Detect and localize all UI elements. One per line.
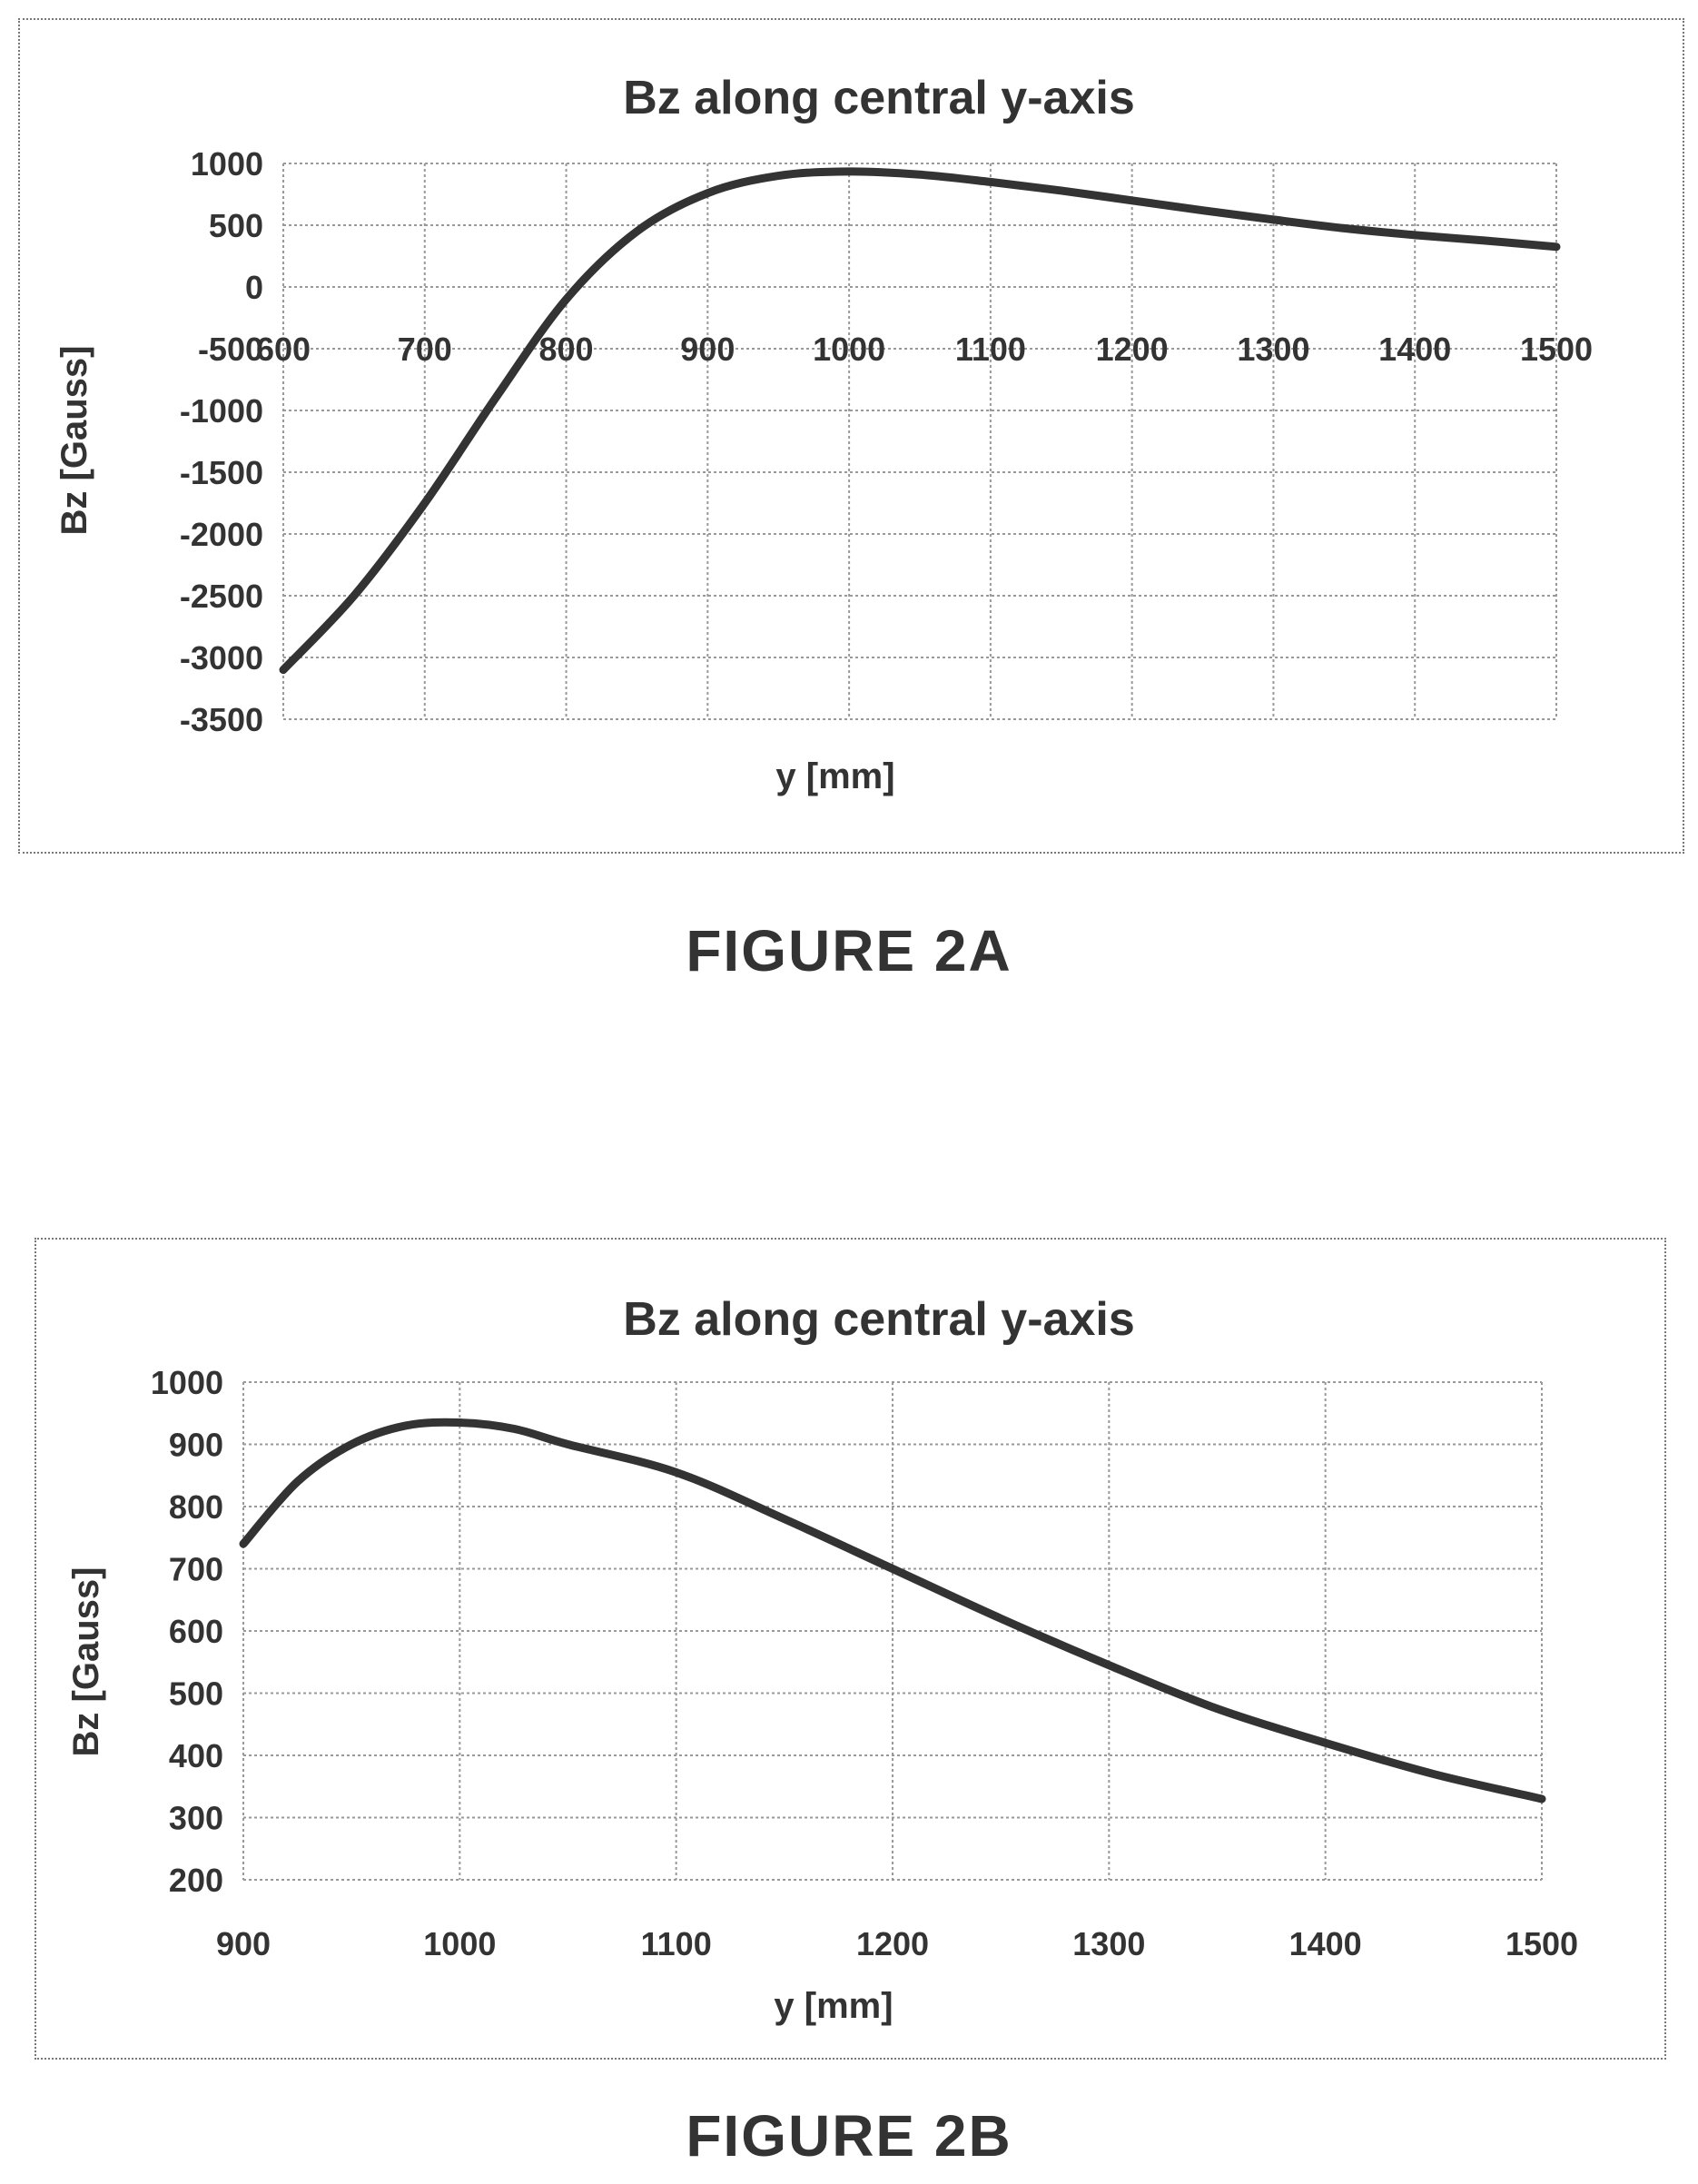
x-tick-label: 600 [256,331,311,368]
figure-2b-caption: FIGURE 2B [686,2103,1012,2169]
x-tick-label: 1300 [1237,331,1309,368]
y-tick-label: -2500 [180,578,263,615]
y-tick-label: -3500 [180,701,263,738]
x-tick-label: 800 [539,331,594,368]
y-tick-label: 400 [169,1737,223,1774]
x-tick-label: 1000 [813,331,885,368]
x-tick-label: 1400 [1378,331,1451,368]
x-tick-label: 1300 [1072,1925,1145,1962]
y-tick-label: -3000 [180,639,263,677]
x-tick-label: 900 [680,331,735,368]
y-tick-label: 600 [169,1613,223,1650]
y-tick-label: 700 [169,1551,223,1588]
x-tick-label: 1100 [955,331,1026,368]
figure-2a-caption: FIGURE 2A [686,918,1012,983]
x-tick-label: 1500 [1520,331,1593,368]
y-tick-label: -500 [198,331,263,368]
x-tick-label: 1000 [423,1925,496,1962]
chart-2a-x-ticks: 600 700 800 900 1000 1100 1200 1300 1400 1500 [256,331,1593,368]
chart-2b-grid [242,1381,1543,1881]
y-tick-label: 1000 [151,1364,223,1401]
y-tick-label: 500 [209,207,263,244]
y-tick-label: 0 [245,269,263,306]
chart-2b-ylabel: Bz [Gauss] [66,1567,106,1757]
chart-2a-grid [282,163,1557,720]
chart-2b: Bz along central y-axis y [mm] Bz [Gauss… [66,1293,1578,2026]
x-tick-label: 1100 [641,1925,712,1962]
x-tick-label: 1200 [856,1925,929,1962]
x-tick-label: 900 [216,1925,271,1962]
chart-2a-title: Bz along central y-axis [623,72,1135,124]
chart-frame-2a [18,18,1684,854]
chart-2b-series-line [239,1418,1546,1804]
chart-frame-2b [35,1238,1666,2060]
chart-2a-xlabel: y [mm] [775,756,894,796]
y-tick-label: 1000 [191,145,263,183]
chart-2b-x-ticks: 900 1000 1100 1200 1300 1400 1500 [216,1925,1578,1962]
chart-2a-ylabel: Bz [Gauss] [54,346,94,536]
x-tick-label: 1400 [1289,1925,1362,1962]
chart-2b-title: Bz along central y-axis [623,1293,1135,1346]
x-tick-label: 700 [398,331,452,368]
y-tick-label: -2000 [180,516,263,553]
chart-2b-xlabel: y [mm] [774,1986,893,2026]
y-tick-label: 500 [169,1675,223,1713]
y-tick-label: 300 [169,1800,223,1837]
chart-2a: Bz along central y-axis y [mm] Bz [Gauss… [54,72,1593,796]
y-tick-label: 800 [169,1488,223,1526]
y-tick-label: 900 [169,1427,223,1464]
chart-2b-y-ticks: 1000 900 800 700 600 500 400 300 200 [151,1364,223,1899]
chart-2a-series-line [279,167,1561,675]
chart-2a-y-ticks: 1000 500 0 -500 -1000 -1500 -2000 -2500 -3000 -35… [180,145,263,738]
x-tick-label: 1500 [1505,1925,1578,1962]
x-tick-label: 1200 [1096,331,1169,368]
y-tick-label: -1500 [180,454,263,491]
y-tick-label: -1000 [180,392,263,430]
y-tick-label: 200 [169,1862,223,1899]
